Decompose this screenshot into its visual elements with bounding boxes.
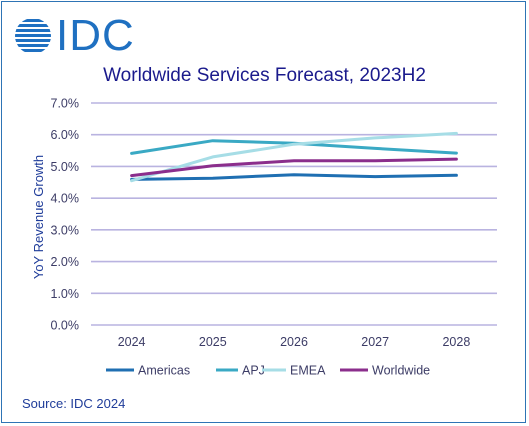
x-tick-label: 2024 <box>118 335 146 349</box>
legend-label: APJ <box>242 364 265 378</box>
legend: Americas APJ EMEA Worldwide <box>106 364 430 378</box>
x-tick-label: 2027 <box>361 335 389 349</box>
logo-text: IDC <box>56 11 135 60</box>
chart-title: Worldwide Services Forecast, 2023H2 <box>103 65 426 86</box>
y-tick-label: 6.0% <box>51 128 80 142</box>
legend-item-americas: Americas <box>106 364 190 378</box>
y-tick-label: 2.0% <box>51 255 80 269</box>
globe-icon <box>15 19 51 52</box>
series-line-apj <box>130 139 458 155</box>
idc-logo: IDC <box>14 11 135 60</box>
legend-label: Worldwide <box>372 364 430 378</box>
series-line-americas <box>130 173 458 181</box>
legend-label: EMEA <box>290 364 326 378</box>
legend-label: Americas <box>138 364 190 378</box>
gridlines <box>91 102 497 326</box>
y-tick-label: 3.0% <box>51 223 80 237</box>
series-line-emea <box>130 131 458 183</box>
y-axis-label: YoY Revenue Growth <box>31 155 46 279</box>
x-tick-label: 2025 <box>199 335 227 349</box>
y-tick-labels: 0.0% 1.0% 2.0% 3.0% 4.0% 5.0% 6.0% 7.0% <box>51 97 80 333</box>
y-tick-label: 7.0% <box>51 97 80 111</box>
y-tick-label: 1.0% <box>51 287 80 301</box>
series-lines <box>130 131 458 183</box>
y-tick-label: 4.0% <box>51 192 80 206</box>
legend-item-emea: EMEA <box>262 364 326 378</box>
x-tick-label: 2028 <box>442 335 470 349</box>
x-tick-labels: 2024 2025 2026 2027 2028 <box>118 335 471 349</box>
source-note: Source: IDC 2024 <box>22 396 126 411</box>
series-line-worldwide <box>130 157 458 178</box>
legend-item-worldwide: Worldwide <box>340 364 430 378</box>
x-tick-label: 2026 <box>280 335 308 349</box>
y-tick-label: 5.0% <box>51 160 80 174</box>
legend-item-apj: APJ <box>216 364 265 378</box>
y-tick-label: 0.0% <box>51 319 80 333</box>
